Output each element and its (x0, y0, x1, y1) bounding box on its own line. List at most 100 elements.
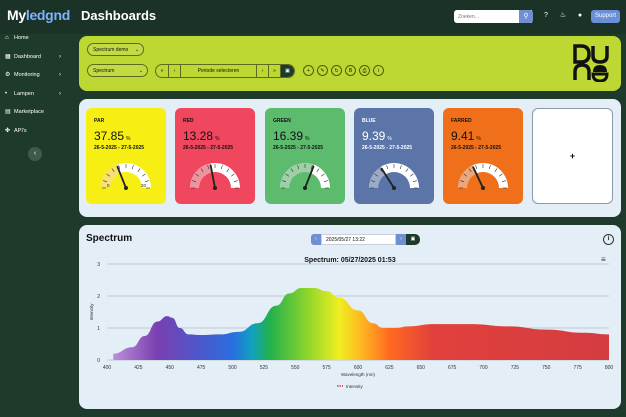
card-value: 9.39% (362, 129, 392, 143)
app-logo[interactable]: Myledgnd (7, 7, 70, 23)
data-point (339, 297, 340, 298)
data-point (276, 305, 277, 306)
sidebar-item-label: Marketplace (14, 109, 44, 115)
data-point (301, 287, 302, 288)
support-button[interactable]: Support (591, 10, 620, 23)
card-value-number: 9.41 (451, 129, 475, 143)
sensor-card-blue[interactable]: BLUE 9.39% 26-5-2025 - 27-5-2025 (354, 108, 434, 204)
gauge-tick (131, 165, 134, 170)
pencil-icon[interactable]: ✎ (317, 65, 328, 76)
card-name: GREEN (273, 118, 291, 124)
plus-icon[interactable]: + (303, 65, 314, 76)
calendar-icon[interactable]: ▣ (281, 65, 294, 77)
data-point (179, 327, 180, 328)
card-date-range: 26-5-2025 - 27-5-2025 (273, 145, 324, 151)
prev-period-button[interactable]: ‹ (169, 65, 181, 77)
hamburger-menu-icon[interactable]: ≡ (601, 255, 606, 264)
chevron-left-icon[interactable]: ‹ (28, 147, 42, 161)
card-value: 37.85% (94, 129, 130, 143)
chevron-right-icon: › (59, 72, 61, 78)
gauge-tick (106, 173, 110, 177)
legend-label[interactable]: Intensity (346, 384, 364, 389)
chart-title: Spectrum: 05/27/2025 01:53 (304, 257, 396, 264)
sidebar-item-apis[interactable]: ✤ API's (0, 124, 75, 138)
sensor-card-par[interactable]: PAR 37.85% 26-5-2025 - 27-5-2025 0 20 (86, 108, 166, 204)
gauge-tick (233, 180, 238, 183)
gauge-tick (379, 168, 383, 172)
info-icon[interactable]: i (603, 234, 614, 245)
sidebar-item-dashboard[interactable]: ▦ Dashboard › (0, 50, 75, 64)
gauge-tick (137, 168, 141, 172)
data-point (113, 353, 114, 354)
gauge-tick (290, 168, 294, 172)
help-icon[interactable]: ? (544, 12, 548, 19)
refresh-icon[interactable]: ↻ (331, 65, 342, 76)
gauge-tick (460, 180, 465, 183)
data-point (583, 332, 584, 333)
sidebar-item-label: Home (14, 35, 29, 41)
card-value-number: 16.39 (273, 129, 304, 143)
x-tick-label: 400 (103, 365, 112, 371)
gauge (280, 163, 330, 190)
gauge-tick (321, 173, 325, 177)
prev-datetime-button[interactable]: ‹ (311, 234, 321, 245)
bold-icon[interactable]: B (345, 65, 356, 76)
info-icon[interactable]: i (373, 65, 384, 76)
gauge-tick (297, 165, 300, 170)
gauge-fill (369, 166, 386, 188)
sidebar-item-home[interactable]: ⌂ Home (0, 31, 75, 45)
next-period-button[interactable]: › (257, 65, 269, 77)
gauge-tick (405, 168, 409, 172)
search-icon[interactable]: ⚲ (519, 10, 533, 23)
user-icon[interactable]: ● (577, 12, 583, 19)
spectrum-select-value: Spectrum (93, 68, 115, 74)
card-value-number: 9.39 (362, 129, 386, 143)
first-period-button[interactable]: « (156, 65, 169, 77)
last-period-button[interactable]: » (269, 65, 281, 77)
gauge-fill (190, 163, 213, 188)
y-axis-label: Intensity (89, 303, 94, 321)
data-point (257, 323, 258, 324)
gauge-pivot (124, 186, 128, 190)
search-input[interactable]: Zoeken... (454, 10, 532, 23)
card-name: RED (183, 118, 194, 124)
print-icon[interactable]: ⎙ (359, 65, 370, 76)
sidebar-item-lampen[interactable]: • Lampen › (0, 87, 75, 101)
dashboard-select-value: Spectrum demo (93, 47, 129, 53)
add-card-button[interactable]: + (532, 108, 613, 204)
spectrum-title: Spectrum (86, 233, 133, 244)
x-tick-label: 475 (197, 365, 206, 371)
card-value-number: 13.28 (183, 129, 214, 143)
sidebar-item-monitoring[interactable]: ⚙ Monitoring › (0, 68, 75, 82)
x-tick-label: 450 (166, 365, 175, 371)
dashboard-select[interactable]: Spectrum demo ⌄ (87, 43, 144, 56)
spectrum-select[interactable]: Spectrum ⌄ (87, 64, 148, 77)
gauge-fill (280, 163, 315, 188)
data-point (313, 287, 314, 288)
sensor-card-green[interactable]: GREEN 16.39% 26-5-2025 - 27-5-2025 (265, 108, 345, 204)
sensor-card-farred[interactable]: FARRED 9.41% 26-5-2025 - 27-5-2025 (443, 108, 523, 204)
x-tick-label: 750 (542, 365, 551, 371)
card-date-range: 26-5-2025 - 27-5-2025 (94, 145, 145, 151)
x-tick-label: 675 (448, 365, 457, 371)
gauge: 0 20 (101, 163, 151, 190)
calendar-icon[interactable]: ▣ (406, 234, 420, 245)
datetime-input[interactable]: 2025/05/27 13:22 (321, 234, 396, 245)
sidebar-item-label: Dashboard (14, 53, 41, 60)
card-date-range: 26-5-2025 - 27-5-2025 (362, 145, 413, 151)
page-title: Dashboards (81, 8, 157, 23)
next-datetime-button[interactable]: › (396, 234, 406, 245)
bell-icon[interactable]: ♨ (559, 12, 567, 19)
period-select-button[interactable]: Periode selecteren (181, 65, 257, 77)
y-tick-label: 0 (97, 358, 100, 364)
sidebar-item-marketplace[interactable]: ▤ Marketplace (0, 105, 75, 119)
chevron-right-icon: › (59, 90, 61, 97)
card-name: FARRED (451, 118, 472, 124)
gauge-tick (501, 180, 506, 183)
spectrum-chart: Spectrum: 05/27/2025 01:53 ≡ 0 1 2 3 400 425 450… (89, 255, 613, 389)
gauge-tick (374, 173, 378, 177)
sensor-card-red[interactable]: RED 13.28% 26-5-2025 - 27-5-2025 (175, 108, 255, 204)
card-value-unit: % (215, 136, 220, 142)
x-tick-label: 725 (511, 365, 520, 371)
x-tick-label: 775 (573, 365, 582, 371)
